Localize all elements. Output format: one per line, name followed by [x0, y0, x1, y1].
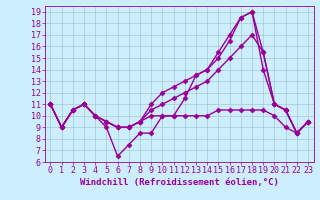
X-axis label: Windchill (Refroidissement éolien,°C): Windchill (Refroidissement éolien,°C) — [80, 178, 279, 187]
